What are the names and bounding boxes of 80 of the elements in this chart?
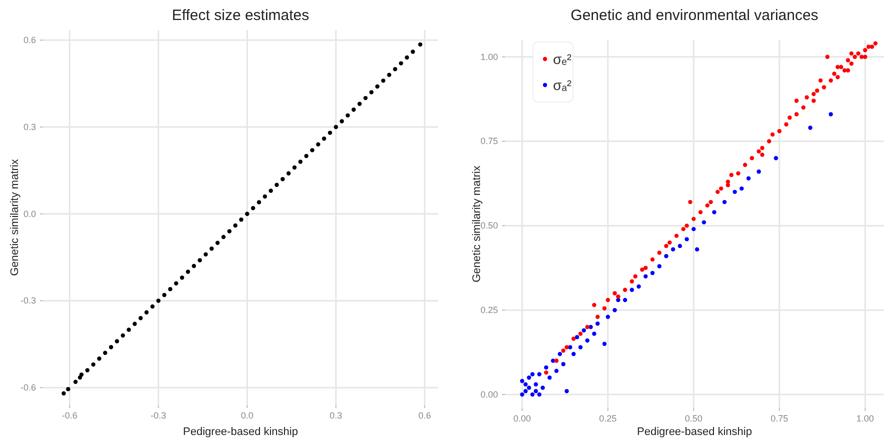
point: [530, 372, 535, 376]
point: [523, 389, 528, 394]
point: [585, 338, 590, 343]
point: [692, 226, 696, 232]
x-tick-label: 0.0: [240, 410, 254, 420]
point: [657, 264, 662, 268]
point: [702, 220, 706, 224]
point: [622, 298, 628, 302]
point: [694, 247, 700, 252]
point: [561, 362, 566, 366]
point: [544, 365, 548, 370]
point: [526, 376, 532, 380]
point: [534, 389, 538, 394]
point: [568, 345, 572, 350]
x-tick-label: 0.25: [599, 413, 617, 424]
point: [650, 270, 655, 276]
x-axis-title: Pedigree-based kinship: [637, 426, 752, 438]
y-tick-label: -0.3: [20, 296, 36, 306]
point: [828, 112, 833, 116]
point: [678, 244, 682, 248]
point: [537, 392, 542, 397]
y-axis-title: Genetic similarity matrix: [9, 158, 21, 276]
point: [732, 190, 737, 194]
x-tick-label: -0.3: [150, 410, 166, 420]
x-tick-label: 0.3: [330, 410, 342, 420]
point: [540, 386, 545, 390]
point: [740, 186, 744, 191]
point: [571, 352, 576, 356]
point: [554, 368, 559, 373]
point: [582, 328, 586, 332]
point: [526, 386, 532, 390]
point: [712, 210, 716, 214]
y-tick-label: -0.6: [20, 382, 36, 393]
y-tick-label: 0.0: [23, 208, 36, 219]
chart-title: Genetic and environmental variances: [570, 7, 818, 24]
point: [808, 126, 812, 130]
point: [564, 389, 569, 394]
point: [592, 332, 596, 336]
point: [670, 247, 676, 252]
point: [664, 254, 668, 258]
point: [520, 378, 524, 384]
point: [684, 237, 689, 242]
chart-title: Effect size estimates: [172, 7, 310, 24]
point: [746, 176, 751, 181]
x-tick-label: 0.50: [684, 413, 702, 424]
x-tick-label: 0.75: [770, 413, 788, 424]
x-axis-title: Pedigree-based kinship: [183, 426, 298, 438]
point: [756, 170, 761, 174]
y-tick-label: 0.75: [480, 136, 498, 146]
point: [630, 288, 634, 292]
point: [774, 156, 778, 160]
point: [574, 334, 580, 340]
point: [523, 382, 528, 386]
x-tick-label: -0.6: [62, 410, 78, 420]
point: [578, 345, 583, 350]
point: [530, 392, 535, 397]
legend-label: σₐ²: [553, 77, 572, 93]
y-tick-label: 1.00: [480, 52, 498, 62]
point: [550, 358, 556, 363]
y-tick-label: 0.6: [23, 35, 36, 46]
point: [558, 352, 562, 356]
point: [644, 274, 648, 278]
point: [636, 284, 641, 289]
x-tick-label: 0.00: [513, 413, 531, 424]
x-tick-label: 1.00: [856, 413, 874, 424]
legend-label: σₑ²: [553, 51, 572, 67]
point: [612, 308, 617, 312]
point: [537, 372, 542, 376]
x-tick-label: 0.6: [418, 410, 431, 420]
point: [547, 376, 552, 380]
point: [595, 321, 600, 326]
y-tick-label: 0.3: [23, 122, 36, 132]
point: [602, 342, 607, 346]
y-tick-label: 0.25: [480, 304, 498, 315]
point: [606, 314, 610, 319]
point: [520, 392, 524, 397]
y-tick-label: 0.00: [480, 389, 498, 400]
y-tick-label: 0.50: [480, 220, 498, 231]
point: [722, 200, 727, 204]
point: [534, 382, 538, 386]
